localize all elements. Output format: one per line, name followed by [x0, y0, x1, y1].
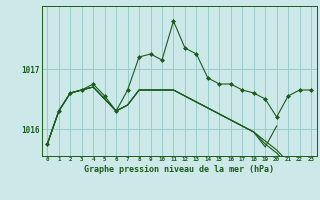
- X-axis label: Graphe pression niveau de la mer (hPa): Graphe pression niveau de la mer (hPa): [84, 165, 274, 174]
